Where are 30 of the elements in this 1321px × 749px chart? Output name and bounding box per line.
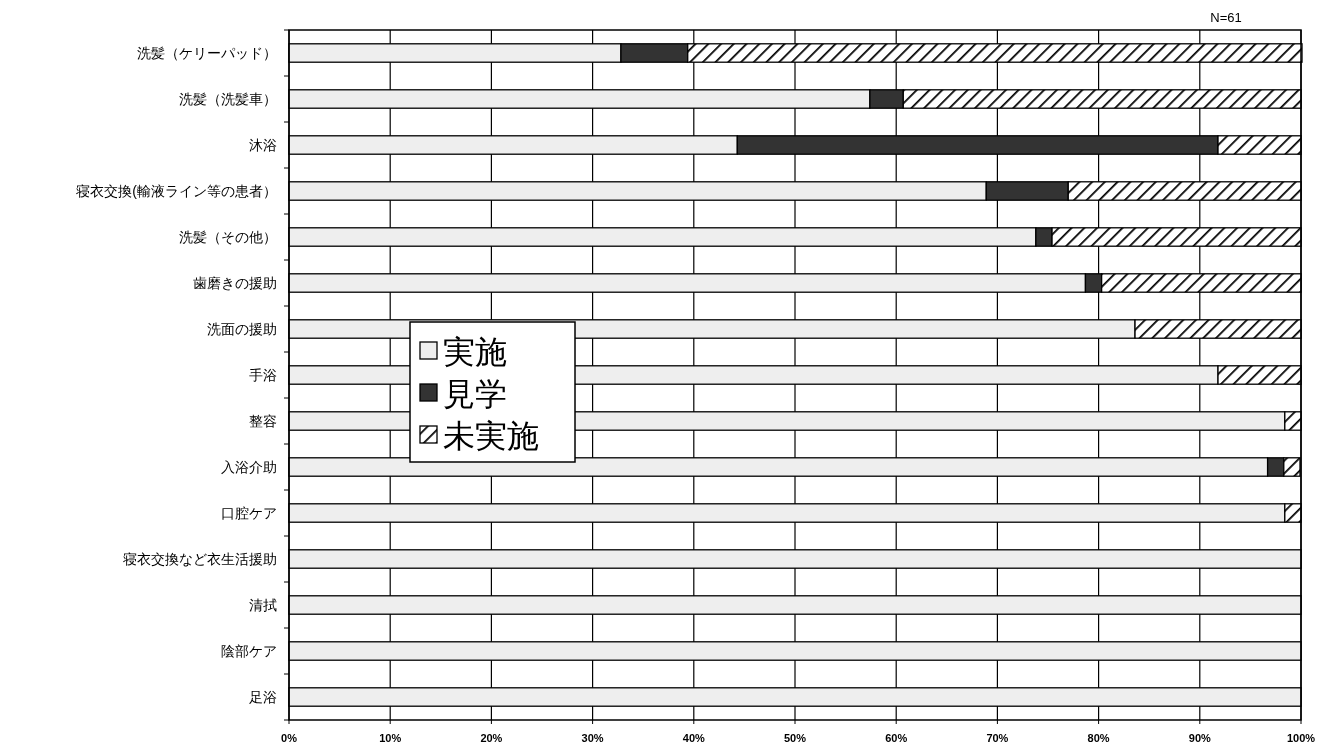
x-tick-label: 70% bbox=[986, 732, 1009, 744]
x-tick-label: 100% bbox=[1286, 732, 1316, 744]
y-tick-label: 整容 bbox=[249, 413, 277, 429]
y-tick-label: 洗髪（その他） bbox=[179, 229, 277, 245]
y-tick-label: 沐浴 bbox=[249, 137, 277, 153]
y-tick-label: 洗髪（ケリーパッド） bbox=[137, 45, 277, 61]
legend-label: 実施 bbox=[443, 334, 507, 370]
x-tick-label: 30% bbox=[581, 732, 604, 744]
x-tick-label: 10% bbox=[379, 732, 402, 744]
legend-label: 見学 bbox=[443, 376, 507, 412]
x-tick-label: 80% bbox=[1087, 732, 1110, 744]
x-tick-label: 0% bbox=[281, 732, 298, 744]
x-tick-label: 90% bbox=[1188, 732, 1212, 744]
y-tick-label: 洗髪（洗髪車） bbox=[179, 91, 277, 107]
text: N=61 bbox=[1210, 10, 1242, 25]
x-tick-label: 50% bbox=[783, 732, 807, 744]
legend-label: 未実施 bbox=[443, 418, 539, 454]
y-tick-label: 入浴介助 bbox=[221, 459, 277, 475]
y-tick-label: 手浴 bbox=[249, 367, 277, 383]
y-tick-label: 口腔ケア bbox=[221, 505, 277, 521]
y-tick-label: 洗面の援助 bbox=[207, 321, 277, 337]
x-tick-label: 20% bbox=[480, 732, 503, 744]
y-tick-label: 寝衣交換など衣生活援助 bbox=[123, 551, 277, 567]
x-tick-label: 40% bbox=[682, 732, 706, 744]
y-tick-label: 清拭 bbox=[249, 597, 277, 613]
y-tick-label: 歯磨きの援助 bbox=[193, 275, 277, 291]
y-tick-label: 足浴 bbox=[249, 689, 277, 705]
y-tick-label: 寝衣交換(輸液ライン等の患者） bbox=[76, 183, 277, 199]
y-tick-label: 陰部ケア bbox=[221, 643, 277, 659]
x-tick-label: 60% bbox=[885, 732, 908, 744]
